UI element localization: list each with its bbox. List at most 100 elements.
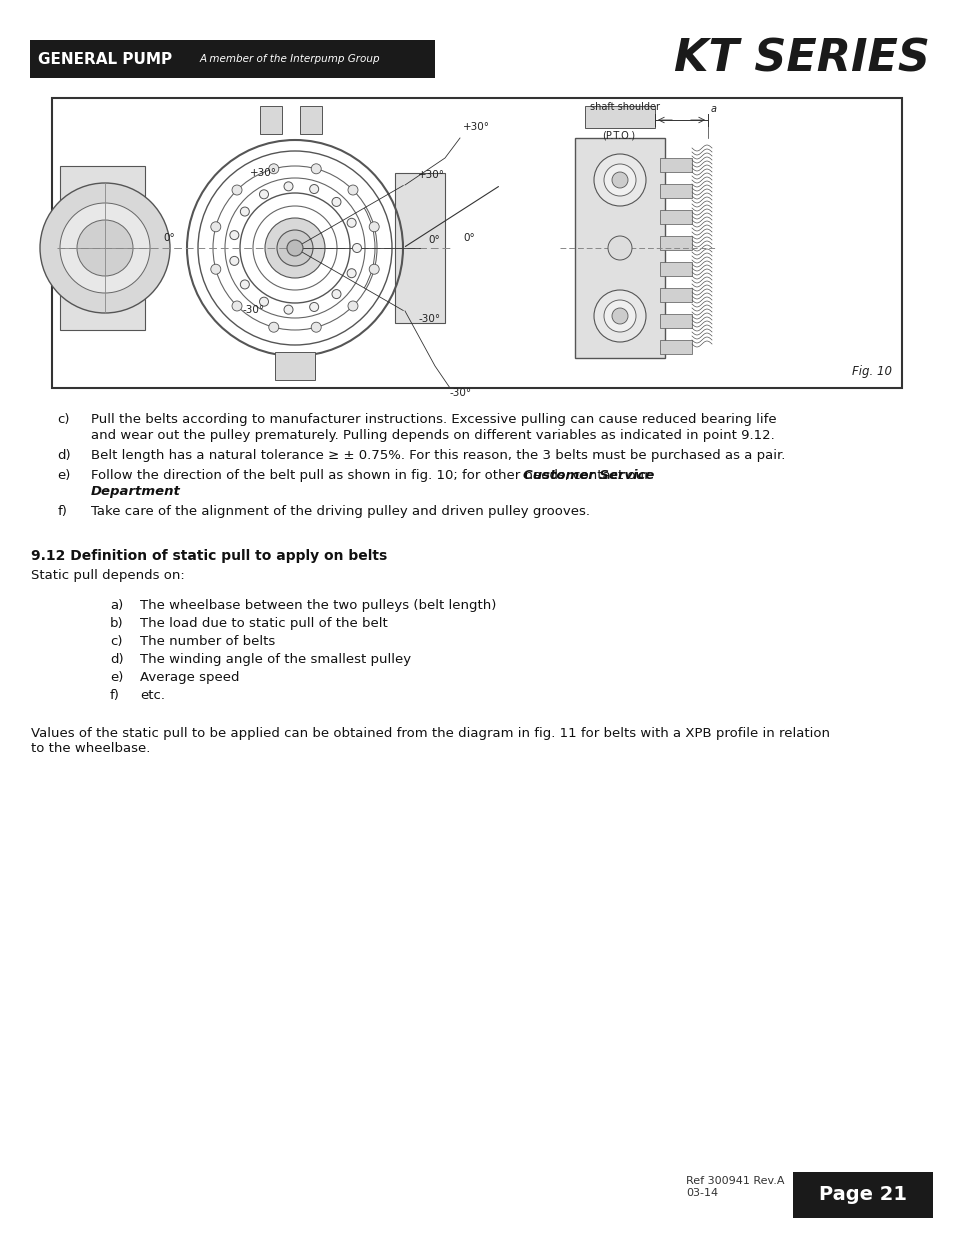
Bar bbox=[659, 184, 691, 198]
Circle shape bbox=[284, 305, 293, 314]
Bar bbox=[575, 138, 664, 358]
Circle shape bbox=[348, 185, 357, 195]
Circle shape bbox=[40, 183, 170, 312]
Text: Customer Service: Customer Service bbox=[522, 469, 654, 482]
Text: c): c) bbox=[57, 412, 70, 426]
Circle shape bbox=[240, 207, 249, 216]
Circle shape bbox=[211, 222, 220, 232]
Text: etc.: etc. bbox=[140, 689, 165, 701]
Circle shape bbox=[347, 269, 355, 278]
Text: 0°: 0° bbox=[428, 235, 439, 245]
Circle shape bbox=[594, 290, 645, 342]
Circle shape bbox=[612, 308, 627, 324]
Text: Values of the static pull to be applied can be obtained from the diagram in fig.: Values of the static pull to be applied … bbox=[30, 727, 829, 755]
Circle shape bbox=[311, 322, 321, 332]
Circle shape bbox=[612, 172, 627, 188]
Text: GENERAL PUMP: GENERAL PUMP bbox=[38, 52, 172, 67]
Text: e): e) bbox=[57, 469, 71, 482]
Text: Follow the direction of the belt pull as shown in fig. 10; for other needs, cont: Follow the direction of the belt pull as… bbox=[91, 469, 653, 482]
Text: f): f) bbox=[57, 505, 67, 517]
Text: Static pull depends on:: Static pull depends on: bbox=[30, 569, 184, 582]
Circle shape bbox=[310, 303, 318, 311]
Text: -30°: -30° bbox=[417, 314, 440, 324]
Text: +30°: +30° bbox=[417, 170, 445, 180]
Bar bbox=[584, 106, 655, 128]
Circle shape bbox=[310, 184, 318, 194]
Bar bbox=[60, 165, 145, 330]
Text: f): f) bbox=[110, 689, 120, 701]
Text: +30°: +30° bbox=[250, 168, 276, 178]
Circle shape bbox=[276, 230, 313, 266]
Circle shape bbox=[332, 198, 340, 206]
Circle shape bbox=[603, 300, 636, 332]
Text: The winding angle of the smallest pulley: The winding angle of the smallest pulley bbox=[140, 653, 411, 666]
Text: A member of the Interpump Group: A member of the Interpump Group bbox=[200, 54, 380, 64]
Circle shape bbox=[232, 301, 242, 311]
Circle shape bbox=[259, 190, 268, 199]
Text: The load due to static pull of the belt: The load due to static pull of the belt bbox=[140, 618, 387, 630]
Text: 9.12 Definition of static pull to apply on belts: 9.12 Definition of static pull to apply … bbox=[30, 550, 386, 563]
Bar bbox=[395, 173, 444, 324]
Text: (P.T.O.): (P.T.O.) bbox=[601, 130, 635, 140]
Bar bbox=[299, 106, 322, 135]
Circle shape bbox=[230, 231, 238, 240]
Circle shape bbox=[269, 322, 278, 332]
Text: KT SERIES: KT SERIES bbox=[674, 37, 929, 80]
Bar bbox=[659, 262, 691, 275]
Circle shape bbox=[240, 280, 249, 289]
Bar bbox=[659, 288, 691, 303]
Circle shape bbox=[211, 264, 220, 274]
Circle shape bbox=[269, 164, 278, 174]
Bar bbox=[30, 40, 435, 78]
Circle shape bbox=[60, 203, 150, 293]
Circle shape bbox=[230, 257, 238, 266]
Text: Belt length has a natural tolerance ≥ ± 0.75%. For this reason, the 3 belts must: Belt length has a natural tolerance ≥ ± … bbox=[91, 450, 784, 462]
Text: d): d) bbox=[57, 450, 71, 462]
Circle shape bbox=[232, 185, 242, 195]
Circle shape bbox=[607, 236, 631, 261]
Circle shape bbox=[369, 264, 378, 274]
Text: and wear out the pulley prematurely. Pulling depends on different variables as i: and wear out the pulley prematurely. Pul… bbox=[91, 429, 774, 442]
Text: 0°: 0° bbox=[163, 233, 174, 243]
Circle shape bbox=[287, 240, 303, 256]
Circle shape bbox=[265, 219, 325, 278]
Text: Fig. 10: Fig. 10 bbox=[851, 366, 891, 378]
Text: +30°: +30° bbox=[462, 122, 490, 132]
Text: .: . bbox=[157, 485, 162, 498]
Text: The number of belts: The number of belts bbox=[140, 635, 275, 648]
Text: -30°: -30° bbox=[450, 388, 472, 398]
Circle shape bbox=[259, 298, 268, 306]
Text: Ref 300941 Rev.A
03-14: Ref 300941 Rev.A 03-14 bbox=[685, 1177, 783, 1198]
Circle shape bbox=[603, 164, 636, 196]
Circle shape bbox=[594, 154, 645, 206]
Circle shape bbox=[332, 289, 340, 299]
Bar bbox=[659, 158, 691, 172]
Text: a: a bbox=[710, 104, 717, 114]
Text: Department: Department bbox=[91, 485, 180, 498]
Text: b): b) bbox=[110, 618, 124, 630]
Text: shaft shoulder: shaft shoulder bbox=[589, 103, 659, 112]
Bar bbox=[659, 340, 691, 354]
Circle shape bbox=[284, 182, 293, 191]
Text: 0°: 0° bbox=[462, 233, 475, 243]
Circle shape bbox=[311, 164, 321, 174]
Text: -30°: -30° bbox=[243, 305, 265, 315]
Text: Page 21: Page 21 bbox=[818, 1186, 906, 1204]
Circle shape bbox=[352, 243, 361, 252]
Bar bbox=[659, 210, 691, 224]
Text: The wheelbase between the two pulleys (belt length): The wheelbase between the two pulleys (b… bbox=[140, 599, 496, 613]
Bar bbox=[274, 352, 314, 380]
Bar bbox=[792, 1172, 932, 1218]
Text: c): c) bbox=[110, 635, 122, 648]
Circle shape bbox=[348, 301, 357, 311]
Bar bbox=[52, 98, 901, 388]
Text: Average speed: Average speed bbox=[140, 671, 239, 684]
Circle shape bbox=[347, 219, 355, 227]
Text: Pull the belts according to manufacturer instructions. Excessive pulling can cau: Pull the belts according to manufacturer… bbox=[91, 412, 776, 426]
Text: Take care of the alignment of the driving pulley and driven pulley grooves.: Take care of the alignment of the drivin… bbox=[91, 505, 589, 517]
Bar bbox=[260, 106, 282, 135]
Text: a): a) bbox=[110, 599, 123, 613]
Text: d): d) bbox=[110, 653, 124, 666]
Bar bbox=[659, 314, 691, 329]
Bar bbox=[659, 236, 691, 249]
